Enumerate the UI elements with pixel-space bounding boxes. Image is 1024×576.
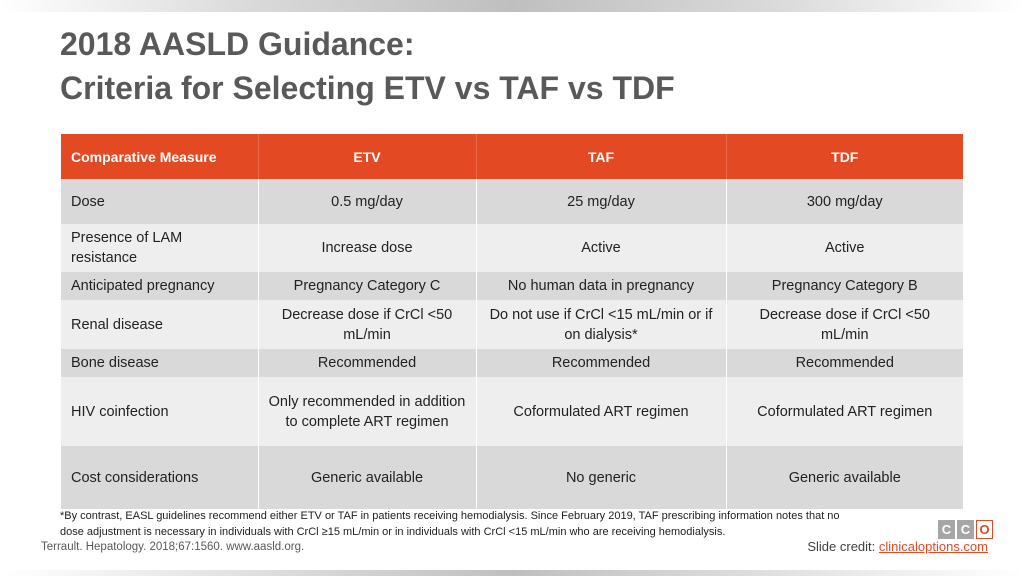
header-tdf: TDF [726, 134, 963, 179]
top-gradient-bar [0, 0, 1024, 12]
header-comparative-measure: Comparative Measure [61, 134, 259, 179]
table-row: HIV coinfection Only recommended in addi… [61, 377, 963, 446]
tdf-cell: 300 mg/day [726, 179, 963, 224]
logo-letter: C [938, 520, 955, 539]
page-title: 2018 AASLD Guidance: Criteria for Select… [60, 22, 675, 110]
clinicaloptions-link[interactable]: clinicaloptions.com [878, 539, 988, 554]
table-row: Cost considerations Generic available No… [61, 446, 963, 509]
footnote: *By contrast, EASL guidelines recommend … [60, 510, 840, 538]
tdf-cell: Active [726, 224, 963, 272]
title-line-1: 2018 AASLD Guidance: [60, 26, 415, 62]
cco-logo: C C O [938, 520, 993, 539]
taf-cell: No human data in pregnancy [476, 272, 727, 300]
logo-letter: C [957, 520, 974, 539]
taf-cell: Do not use if CrCl <15 mL/min or if on d… [476, 300, 727, 349]
row-label: Anticipated pregnancy [61, 272, 259, 300]
row-label: Presence of LAM resistance [61, 224, 259, 272]
header-etv: ETV [258, 134, 477, 179]
etv-cell: Pregnancy Category C [258, 272, 477, 300]
table-row: Presence of LAM resistance Increase dose… [61, 224, 963, 272]
table-row: Anticipated pregnancy Pregnancy Category… [61, 272, 963, 300]
row-label: Renal disease [61, 300, 259, 349]
comparison-table: Comparative Measure ETV TAF TDF Dose 0.5… [61, 134, 963, 509]
tdf-cell: Pregnancy Category B [726, 272, 963, 300]
row-label: Dose [61, 179, 259, 224]
tdf-cell: Recommended [726, 349, 963, 377]
title-line-2: Criteria for Selecting ETV vs TAF vs TDF [60, 70, 675, 106]
tdf-cell: Decrease dose if CrCl <50 mL/min [726, 300, 963, 349]
header-taf: TAF [476, 134, 727, 179]
taf-cell: Recommended [476, 349, 727, 377]
taf-cell: 25 mg/day [476, 179, 727, 224]
tdf-cell: Coformulated ART regimen [726, 377, 963, 446]
table-row: Renal disease Decrease dose if CrCl <50 … [61, 300, 963, 349]
etv-cell: 0.5 mg/day [258, 179, 477, 224]
row-label: Cost considerations [61, 446, 259, 509]
row-label: HIV coinfection [61, 377, 259, 446]
etv-cell: Decrease dose if CrCl <50 mL/min [258, 300, 477, 349]
table-row: Dose 0.5 mg/day 25 mg/day 300 mg/day [61, 179, 963, 224]
taf-cell: Coformulated ART regimen [476, 377, 727, 446]
etv-cell: Only recommended in addition to complete… [258, 377, 477, 446]
logo-letter: O [976, 520, 993, 539]
etv-cell: Recommended [258, 349, 477, 377]
slide-credit: Slide credit: clinicaloptions.com [807, 539, 988, 554]
etv-cell: Generic available [258, 446, 477, 509]
taf-cell: No generic [476, 446, 727, 509]
citation: Terrault. Hepatology. 2018;67:1560. www.… [41, 541, 305, 553]
etv-cell: Increase dose [258, 224, 477, 272]
taf-cell: Active [476, 224, 727, 272]
slide-credit-label: Slide credit: [807, 539, 879, 554]
bottom-gradient-bar [0, 570, 1024, 576]
tdf-cell: Generic available [726, 446, 963, 509]
row-label: Bone disease [61, 349, 259, 377]
table-row: Bone disease Recommended Recommended Rec… [61, 349, 963, 377]
table-header-row: Comparative Measure ETV TAF TDF [61, 134, 963, 179]
